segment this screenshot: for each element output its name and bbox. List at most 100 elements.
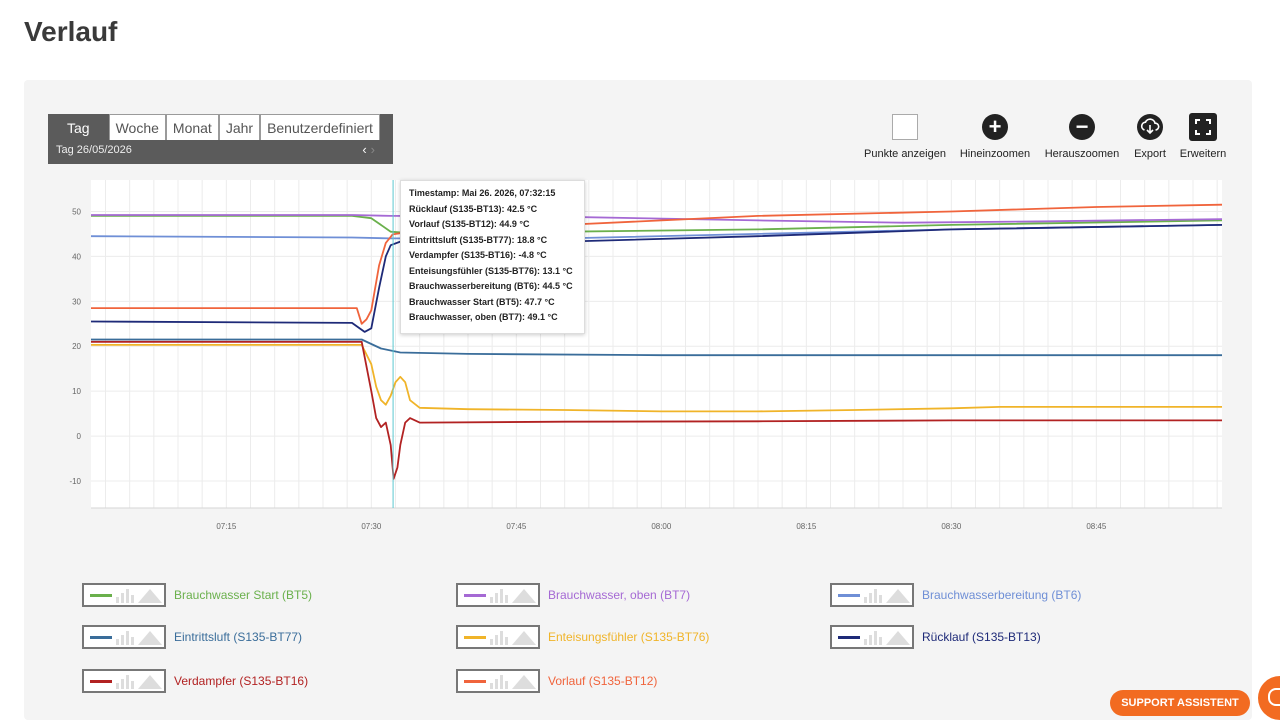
area-chart-icon [886,589,910,603]
y-tick-label: 30 [72,297,81,306]
legend-label: Vorlauf (S135-BT12) [548,674,658,688]
zoom-out-label: Herauszoomen [1044,148,1120,160]
minus-icon: − [1069,114,1095,140]
bar-chart-icon [490,675,510,689]
tab-tag[interactable]: Tag [48,114,109,140]
series-layer [90,180,1223,508]
fullscreen-icon [1189,113,1217,141]
legend-line-icon [464,636,486,639]
y-tick-label: 0 [77,432,82,441]
chart-tooltip: Timestamp: Mai 26. 2026, 07:32:15 Rückla… [400,180,585,334]
x-tick-label: 08:00 [651,522,672,531]
bar-chart-icon [490,589,510,603]
period-date: Tag 26/05/2026 [56,144,132,156]
series-line [91,203,1223,325]
series-line [91,340,1222,480]
legend-line-icon [90,594,112,597]
series-line [91,338,1222,357]
tooltip-line: Verdampfer (S135-BT16): -4.8 °C [409,250,547,260]
tooltip-line: Timestamp: Mai 26. 2026, 07:32:15 [409,188,556,198]
x-tick-label: 08:45 [1086,522,1107,531]
tab-monat[interactable]: Monat [165,114,219,140]
legend-label: Brauchwasser, oben (BT7) [548,588,691,602]
x-tick-label: 07:30 [361,522,382,531]
legend-line-icon [464,594,486,597]
y-tick-label: 50 [72,207,81,216]
tab-woche[interactable]: Woche [108,114,166,140]
y-tick-label: 40 [72,252,81,261]
legend-swatch-icon [456,625,540,649]
x-tick-label: 08:30 [941,522,962,531]
legend-item[interactable]: Rücklauf (S135-BT13) [830,624,1041,650]
show-points-toggle[interactable]: Punkte anzeigen [862,112,948,160]
tooltip-line: Rücklauf (S135-BT13): 42.5 °C [409,203,538,214]
area-chart-icon [138,631,162,645]
area-chart-icon [512,589,536,603]
legend-item[interactable]: Eintrittsluft (S135-BT77) [82,624,302,650]
tab-benutzerdefiniert[interactable]: Benutzerdefiniert [260,114,380,140]
plus-icon: + [982,114,1008,140]
tooltip-line: Brauchwasser Start (BT5): 47.7 °C [409,296,555,307]
legend-label: Verdampfer (S135-BT16) [174,674,309,688]
legend-swatch-icon [830,625,914,649]
legend-label: Enteisungsfühler (S135-BT76) [548,630,710,644]
area-chart-icon [138,675,162,689]
checkbox-icon[interactable] [892,114,918,140]
legend-line-icon [90,680,112,683]
legend-item[interactable]: Brauchwasser Start (BT5) [82,582,312,608]
legend-item[interactable]: Brauchwasser, oben (BT7) [456,582,690,608]
legend-label: Brauchwasser Start (BT5) [174,588,313,602]
bar-chart-icon [116,631,136,645]
legend-line-icon [838,636,860,639]
page-title: Verlauf [24,16,118,47]
legend-swatch-icon [82,625,166,649]
expand-button[interactable]: Erweitern [1176,112,1230,160]
legend-item[interactable]: Brauchwasserbereitung (BT6) [830,582,1081,608]
area-chart-icon [512,631,536,645]
x-tick-label: 08:15 [796,522,817,531]
legend-swatch-icon [82,669,166,693]
area-chart-icon [886,631,910,645]
y-tick-label: -10 [69,477,81,486]
zoom-in-button[interactable]: + Hineinzoomen [956,112,1034,160]
legend-swatch-icon [830,583,914,607]
export-label: Export [1134,148,1166,160]
legend-label: Brauchwasserbereitung (BT6) [922,588,1082,602]
axis-labels: 50 40 30 20 10 0 -10 07:15 07:30 07:45 08:00 08:15 0… [69,207,1106,531]
chat-icon[interactable] [1258,676,1280,720]
zoom-in-label: Hineinzoomen [959,148,1031,160]
legend-item[interactable]: Enteisungsfühler (S135-BT76) [456,624,709,650]
tooltip-line: Brauchwasser, oben (BT7): 49.1 °C [409,312,558,322]
chevron-right-icon[interactable]: › [370,142,379,157]
period-nav: ‹› [362,142,379,157]
tooltip-line: Vorlauf (S135-BT12): 44.9 °C [409,219,530,229]
series-line [91,214,1223,224]
bar-chart-icon [116,589,136,603]
legend-label: Eintrittsluft (S135-BT77) [174,630,303,644]
expand-label: Erweitern [1179,148,1227,160]
period-tabs: Tag Woche Monat Jahr Benutzerdefiniert [48,114,393,140]
tab-jahr[interactable]: Jahr [218,114,261,140]
show-points-label: Punkte anzeigen [864,148,946,160]
export-button[interactable]: Export [1130,112,1170,160]
support-assistant-button[interactable]: SUPPORT ASSISTENT [1110,690,1250,716]
area-chart-icon [512,675,536,689]
period-selector: Tag Woche Monat Jahr Benutzerdefiniert T… [48,114,393,164]
x-tick-label: 07:15 [216,522,237,531]
cloud-download-icon [1137,114,1163,140]
bar-chart-icon [864,589,884,603]
legend-item[interactable]: Verdampfer (S135-BT16) [82,668,308,694]
legend-item[interactable]: Vorlauf (S135-BT12) [456,668,657,694]
x-tick-label: 07:45 [506,522,527,531]
chevron-left-icon[interactable]: ‹ [362,142,371,157]
legend-label: Rücklauf (S135-BT13) [922,630,1041,644]
area-chart-icon [138,589,162,603]
legend-line-icon [838,594,860,597]
series-line [91,344,1222,413]
line-chart[interactable]: 50 40 30 20 10 0 -10 07:15 07:30 07:45 08:00 08:15 0… [24,170,1252,540]
legend-swatch-icon [456,583,540,607]
tooltip-line: Brauchwasserbereitung (BT6): 44.5 °C [409,281,573,291]
series-line [90,224,1223,333]
legend-line-icon [90,636,112,639]
zoom-out-button[interactable]: − Herauszoomen [1042,112,1122,160]
